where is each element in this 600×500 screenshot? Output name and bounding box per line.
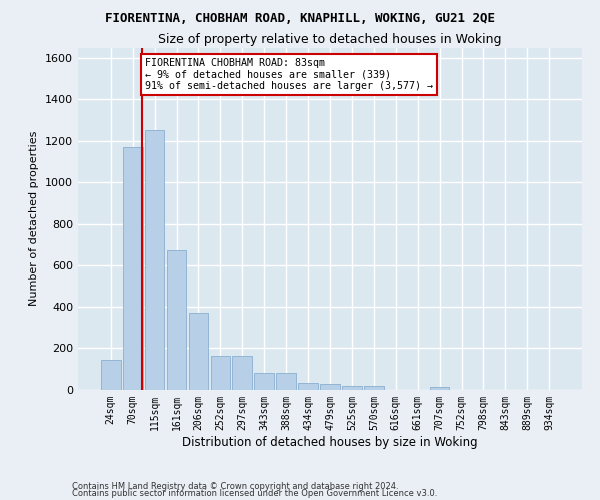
Bar [167, 250, 187, 390]
Text: FIORENTINA CHOBHAM ROAD: 83sqm
← 9% of detached houses are smaller (339)
91% of : FIORENTINA CHOBHAM ROAD: 83sqm ← 9% of d… [145, 58, 433, 91]
X-axis label: Distribution of detached houses by size in Woking: Distribution of detached houses by size … [182, 436, 478, 448]
Text: Contains public sector information licensed under the Open Government Licence v3: Contains public sector information licen… [72, 489, 437, 498]
Bar [101, 360, 121, 390]
Bar [254, 374, 274, 390]
Bar [123, 146, 143, 390]
Bar [298, 382, 318, 390]
Bar [188, 313, 208, 390]
Bar [342, 386, 362, 390]
Bar [364, 386, 384, 390]
Bar [276, 374, 296, 390]
Title: Size of property relative to detached houses in Woking: Size of property relative to detached ho… [158, 34, 502, 46]
Bar [430, 386, 449, 390]
Bar [145, 130, 164, 390]
Bar [232, 356, 252, 390]
Text: Contains HM Land Registry data © Crown copyright and database right 2024.: Contains HM Land Registry data © Crown c… [72, 482, 398, 491]
Text: FIORENTINA, CHOBHAM ROAD, KNAPHILL, WOKING, GU21 2QE: FIORENTINA, CHOBHAM ROAD, KNAPHILL, WOKI… [105, 12, 495, 26]
Bar [320, 384, 340, 390]
Y-axis label: Number of detached properties: Number of detached properties [29, 131, 40, 306]
Bar [211, 356, 230, 390]
